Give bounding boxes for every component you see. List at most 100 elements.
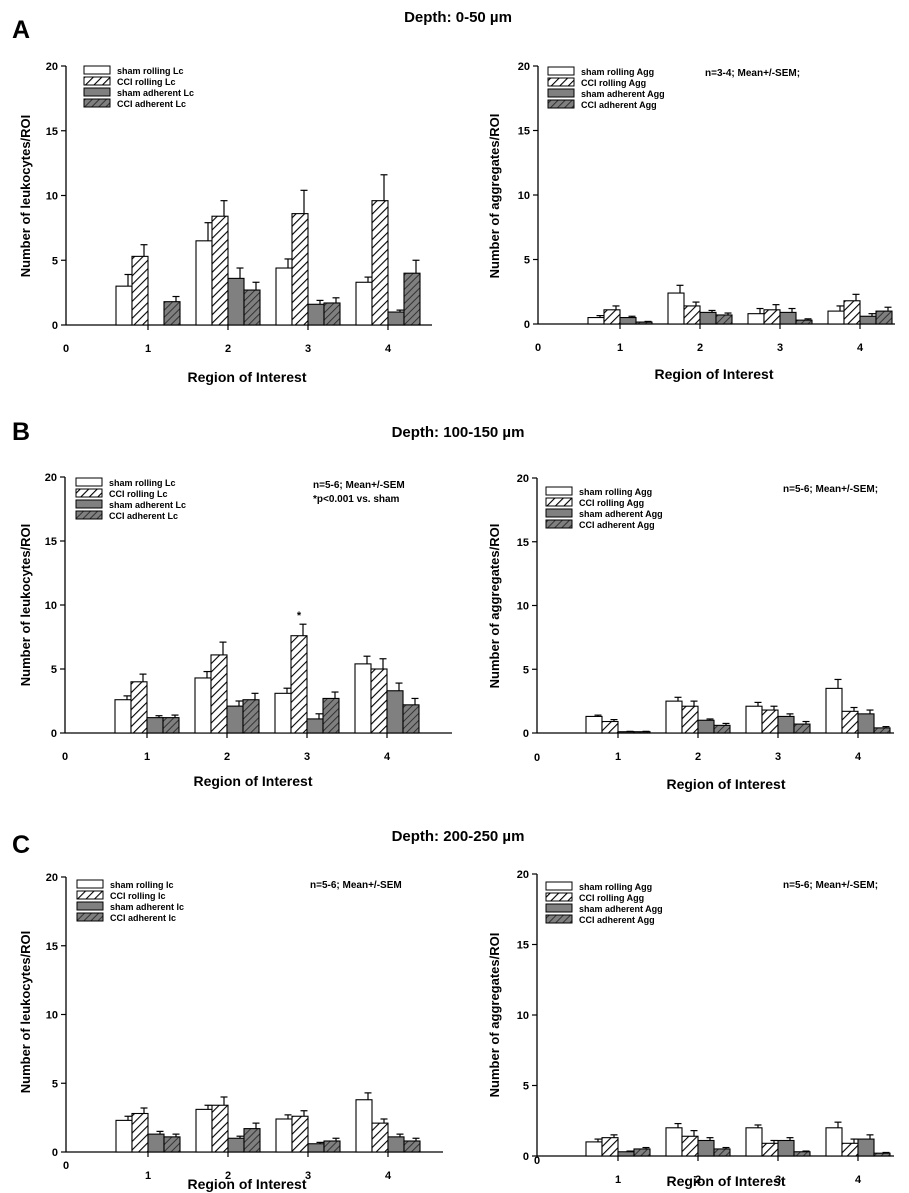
bar-sham-adherent: [697, 719, 715, 734]
bar-sham-rolling: [194, 677, 212, 734]
bar-cci-adherent: [403, 1140, 421, 1153]
bar-cci-rolling: [291, 1115, 309, 1153]
y-tick-label: 5: [52, 255, 58, 267]
chart-aggregates: Number of aggregates/ROI Region of Inter…: [487, 61, 895, 382]
x-zero-tick-label: 0: [535, 342, 541, 354]
bar-sham-rolling: [825, 1127, 843, 1157]
bar-sham-adherent: [699, 311, 717, 325]
bar-sham-adherent: [227, 1137, 245, 1153]
x-axis-label: Region of Interest: [666, 776, 785, 792]
y-tick-label: 15: [517, 537, 529, 549]
bar-sham-adherent: [779, 311, 797, 325]
legend-label-cci-adherent: CCI adherent Lc: [117, 99, 186, 109]
bar-cci-adherent: [713, 1148, 731, 1157]
stats-annotation: n=5-6; Mean+/-SEM: [310, 880, 402, 891]
bar-cci-adherent: [163, 301, 181, 326]
x-tick-label: 1: [145, 343, 151, 355]
legend-label-sham-adherent: sham adherent Lc: [117, 88, 194, 98]
bar-cci-adherent: [323, 1140, 341, 1153]
legend-label-sham-adherent: sham adherent lc: [110, 902, 184, 912]
panel-c: C Depth: 200-250 µm Number of leukocytes…: [12, 828, 894, 1192]
chart-leukocytes: Number of leukocytes/ROI Region of Inter…: [18, 872, 443, 1192]
y-axis-label: Number of aggregates/ROI: [487, 114, 502, 279]
y-tick-label: 10: [517, 1010, 529, 1022]
legend-label-sham-adherent: sham adherent Lc: [109, 500, 186, 510]
bar-cci-adherent: [633, 1148, 651, 1157]
bar-sham-adherent: [387, 311, 405, 326]
bar-cci-rolling: [683, 305, 701, 325]
legend-swatch-cci-rolling: [547, 77, 575, 87]
legend-label-sham-rolling: sham rolling Lc: [109, 478, 176, 488]
bar-sham-adherent: [857, 713, 875, 734]
bar-sham-rolling: [667, 292, 685, 325]
bar-sham-rolling: [274, 692, 292, 734]
x-axis-label: Region of Interest: [666, 1173, 785, 1189]
bar-cci-adherent: [162, 717, 180, 734]
legend-label-cci-rolling: CCI rolling Agg: [579, 498, 644, 508]
bar-sham-adherent: [777, 715, 795, 734]
legend-label-cci-adherent: CCI adherent Agg: [581, 100, 657, 110]
legend-swatch-sham-adherent: [545, 508, 573, 518]
legend-swatch-cci-adherent: [83, 98, 111, 108]
legend-label-sham-rolling: sham rolling Lc: [117, 66, 184, 76]
bar-cci-adherent: [793, 723, 811, 734]
y-tick-label: 15: [46, 126, 58, 138]
bar-cci-adherent: [873, 1152, 891, 1157]
bar-sham-rolling: [195, 1108, 213, 1153]
legend-label-cci-adherent: CCI adherent Lc: [109, 511, 178, 521]
bar-sham-rolling: [355, 281, 373, 326]
legend-swatch-sham-rolling: [76, 879, 104, 889]
y-axis-label: Number of leukocytes/ROI: [18, 931, 33, 1094]
legend-label-cci-rolling: CCI rolling Agg: [579, 893, 644, 903]
bar-cci-rolling: [601, 1137, 619, 1157]
y-tick-label: 20: [517, 473, 529, 485]
y-tick-label: 10: [46, 191, 58, 203]
x-tick-label: 2: [225, 1170, 231, 1182]
x-tick-label: 4: [385, 1170, 392, 1182]
y-axis-label: Number of leukocytes/ROI: [18, 524, 33, 687]
y-axis-label: Number of aggregates/ROI: [487, 524, 502, 689]
legend-swatch-cci-adherent: [545, 914, 573, 924]
panel-a: A Depth: 0-50 µm Number of leukocytes/RO…: [12, 9, 895, 385]
legend-label-cci-rolling: CCI rolling lc: [110, 891, 166, 901]
bar-cci-adherent: [793, 1151, 811, 1157]
x-tick-label: 1: [615, 751, 621, 763]
x-tick-label: 3: [777, 342, 783, 354]
bar-sham-rolling: [587, 316, 605, 325]
bar-cci-rolling: [290, 635, 308, 734]
y-tick-label: 20: [517, 869, 529, 881]
bar-cci-adherent: [403, 272, 421, 326]
legend-label-sham-rolling: sham rolling Agg: [579, 487, 652, 497]
y-tick-label: 0: [51, 728, 57, 740]
significance-marker: *: [297, 610, 302, 622]
bar-cci-adherent: [323, 302, 341, 326]
bar-sham-rolling: [745, 1127, 763, 1157]
bar-cci-adherent: [402, 704, 420, 734]
x-tick-label: 1: [615, 1174, 621, 1186]
bar-sham-adherent: [146, 717, 164, 734]
x-tick-label: 3: [775, 1174, 781, 1186]
bar-cci-adherent: [635, 321, 653, 325]
bar-sham-adherent: [857, 1138, 875, 1157]
bar-sham-rolling: [115, 285, 133, 326]
x-tick-label: 1: [144, 751, 150, 763]
y-tick-label: 5: [51, 664, 57, 676]
bar-sham-adherent: [617, 1151, 635, 1157]
bar-sham-adherent: [386, 690, 404, 734]
x-zero-tick-label: 0: [534, 1155, 540, 1167]
panel-label: C: [12, 831, 30, 859]
legend-swatch-sham-adherent: [545, 903, 573, 913]
bar-cci-rolling: [370, 668, 388, 734]
y-tick-label: 5: [524, 255, 530, 267]
y-tick-label: 20: [45, 472, 57, 484]
bar-cci-adherent: [715, 314, 733, 325]
bar-cci-adherent: [243, 1128, 261, 1153]
x-axis-label: Region of Interest: [187, 1176, 306, 1192]
bar-cci-rolling: [843, 300, 861, 325]
stats-annotation: n=5-6; Mean+/-SEM;: [783, 484, 878, 495]
legend-label-cci-rolling: CCI rolling Agg: [581, 78, 646, 88]
bar-sham-adherent: [226, 705, 244, 734]
y-tick-label: 5: [523, 1081, 529, 1093]
bar-cci-rolling: [211, 1104, 229, 1153]
